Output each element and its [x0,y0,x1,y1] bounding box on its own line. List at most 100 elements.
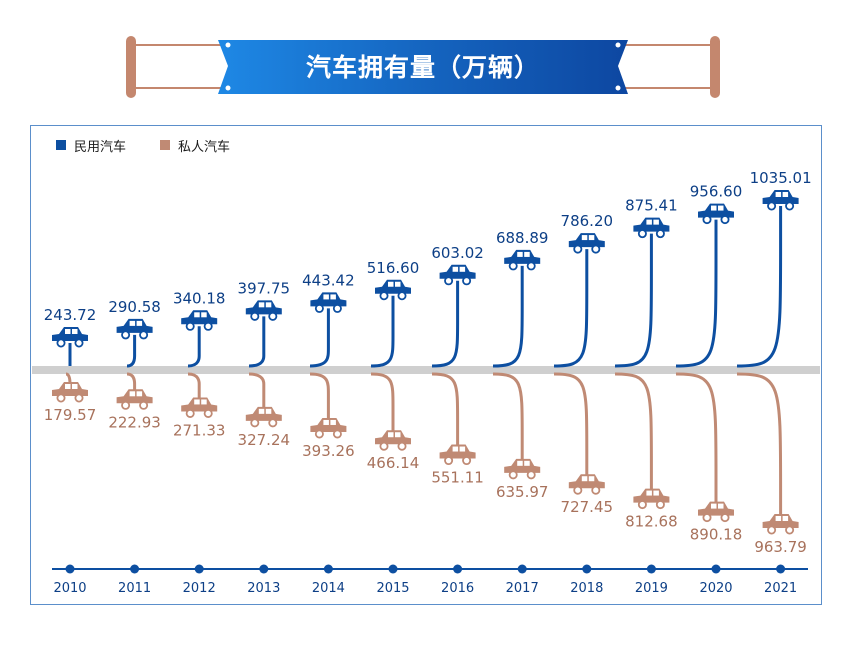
civil-stem [370,295,395,368]
civil-car-wheel [56,338,66,348]
private-value-label: 393.26 [302,442,355,460]
private-value-label: 812.68 [625,513,678,531]
private-car-window [517,460,523,466]
civil-value-label: 603.02 [431,244,484,262]
civil-stem [492,265,524,368]
civil-car-window [265,302,272,308]
private-car-window [775,516,782,521]
private-car-window [395,432,401,438]
private-car-wheel [462,456,472,466]
timeline-dot [194,564,204,574]
private-car-wheel [121,400,131,410]
private-car-window [711,503,717,509]
year-tick-label: 2021 [764,581,797,596]
chart-panel [30,125,822,605]
year-tick-label: 2012 [183,581,216,596]
civil-car-window [330,294,336,300]
private-car-wheel [573,485,583,495]
civil-car [633,217,670,232]
private-car-window [524,460,530,466]
private-car-wheel [332,429,342,439]
legend-item-private: 私人汽车 [160,137,230,155]
civil-stem [126,334,137,368]
civil-car-window [72,329,78,334]
civil-car-window [782,192,789,197]
legend-swatch-private [160,140,170,150]
civil-car-wheel [203,321,213,331]
private-car-window [588,476,595,482]
private-car-window [129,391,136,397]
civil-value-label: 443.42 [302,271,355,289]
year-tick-label: 2018 [570,581,603,596]
civil-value-label: 516.60 [367,259,420,277]
timeline-dot [517,564,527,574]
civil-value-label: 243.72 [44,306,97,324]
private-stem [675,372,718,506]
year-tick-label: 2016 [441,581,474,596]
timeline-dot [388,564,398,574]
timeline-dot [582,564,592,574]
private-car-wheel [591,485,601,495]
civil-car-wheel [121,330,131,340]
civil-car-wheel [462,276,472,286]
banner-ribbon [218,40,628,94]
private-stem [431,372,460,449]
private-car [698,501,734,516]
civil-car-window [65,329,71,334]
civil-stem [187,326,201,368]
civil-car-wheel [573,244,583,254]
private-car-wheel [720,513,730,523]
private-value-label: 327.24 [238,431,291,449]
civil-stem [675,219,718,368]
private-car-wheel [379,441,389,451]
private-stem [187,372,201,402]
private-stem [492,372,524,463]
year-tick-label: 2015 [376,581,409,596]
civil-car-window [258,302,265,308]
year-tick-label: 2020 [699,581,732,596]
civil-car-window [775,192,782,197]
civil-stem [309,308,330,368]
private-car-window [782,516,789,521]
private-car-window [581,476,588,482]
civil-car-wheel [332,303,342,313]
timeline-dot [323,564,333,574]
private-car-wheel [185,408,195,418]
civil-car-wheel [702,215,712,225]
year-tick-label: 2013 [247,581,280,596]
timeline-dot [646,564,656,574]
private-car-window [388,432,394,438]
year-tick-label: 2010 [53,581,86,596]
civil-value-label: 290.58 [108,298,161,316]
civil-car-wheel [444,276,454,286]
civil-car-window [388,281,394,287]
timeline-dot [130,564,140,574]
private-car-wheel [139,400,149,410]
legend-item-civil: 民用汽车 [56,137,126,155]
private-value-label: 551.11 [431,469,484,487]
civil-car-window [459,266,466,272]
banner-hole [225,42,231,48]
private-car-wheel [56,393,66,403]
private-value-label: 179.57 [44,406,97,424]
private-car-window [201,399,207,405]
civil-car-wheel [637,229,647,239]
private-value-label: 635.97 [496,483,549,501]
timeline-dot [776,564,786,574]
civil-car-wheel [720,215,730,225]
civil-car-wheel [185,321,195,331]
civil-value-label: 1035.01 [750,169,812,187]
banner-hole [615,42,621,48]
civil-car-window [718,205,724,211]
private-car-window [136,391,143,397]
private-stem [736,372,783,518]
private-value-label: 271.33 [173,421,226,439]
civil-car-wheel [250,311,260,321]
year-tick-label: 2014 [312,581,345,596]
private-car-wheel [314,429,324,439]
private-car-window [65,384,71,389]
civil-stem [736,206,783,368]
civil-stem [553,249,589,368]
civil-car-window [323,294,329,300]
